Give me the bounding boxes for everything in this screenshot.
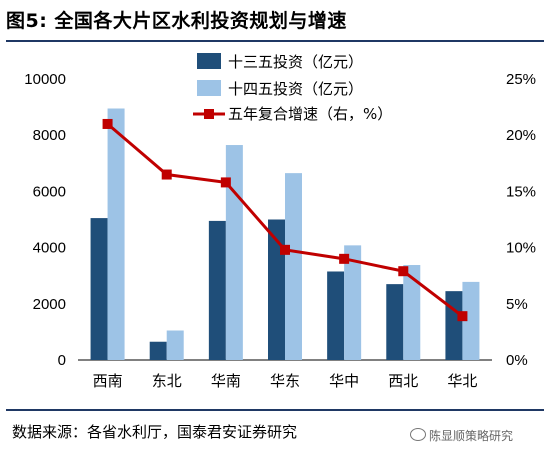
growth-marker-5 xyxy=(398,266,409,277)
y-left-tick-label: 4000 xyxy=(33,240,66,257)
y-right-tick-label: 20% xyxy=(506,127,536,144)
bar-shisanwu-5 xyxy=(386,284,404,360)
legend-label: 十三五投资（亿元） xyxy=(228,53,363,71)
x-category-label: 华东 xyxy=(270,372,300,390)
y-right-tick-label: 0% xyxy=(506,352,528,369)
y-left-tick-label: 0 xyxy=(58,352,66,369)
y-right-tick-label: 25% xyxy=(506,71,536,88)
bar-shisiwu-2 xyxy=(225,145,243,360)
bar-shisanwu-2 xyxy=(208,220,226,360)
legend-swatch-0 xyxy=(197,53,221,69)
x-category-label: 西南 xyxy=(93,372,123,390)
wechat-icon xyxy=(410,428,426,441)
legend-swatch-1 xyxy=(197,80,221,96)
y-right-ticks: 0% 5% 10% 15% 20% 25% xyxy=(506,71,536,369)
bar-shisanwu-1 xyxy=(149,341,167,360)
bar-shisiwu-0 xyxy=(107,108,125,360)
y-left-tick-label: 10000 xyxy=(24,71,66,88)
watermark: 陈显顺策略研究 xyxy=(410,427,513,444)
source-note: 数据来源：各省水利厅，国泰君安证券研究 xyxy=(12,423,298,441)
y-left-tick-label: 6000 xyxy=(33,183,66,200)
legend-label: 十四五投资（亿元） xyxy=(228,80,363,98)
x-category-label: 华中 xyxy=(329,372,359,390)
bar-shisiwu-1 xyxy=(166,330,184,360)
legend: 十三五投资（亿元） 十四五投资（亿元） 五年复合增速（右，%） xyxy=(193,53,392,123)
growth-line-group xyxy=(102,118,468,322)
y-right-tick-label: 5% xyxy=(506,296,528,313)
bar-shisiwu-4 xyxy=(344,245,362,360)
x-category-labels: 西南 东北 华南 华东 华中 西北 华北 xyxy=(93,372,478,390)
legend-marker-swatch xyxy=(204,109,214,119)
x-category-label: 西北 xyxy=(388,372,418,390)
growth-marker-1 xyxy=(161,169,172,180)
bar-shisanwu-6 xyxy=(445,291,463,360)
x-category-label: 东北 xyxy=(152,372,182,390)
x-category-label: 华北 xyxy=(447,372,477,390)
x-category-label: 华南 xyxy=(211,372,241,390)
growth-marker-4 xyxy=(339,253,350,264)
y-right-tick-label: 15% xyxy=(506,183,536,200)
watermark-text: 陈显顺策略研究 xyxy=(429,429,514,443)
bar-shisanwu-0 xyxy=(90,218,108,360)
bars-group xyxy=(90,108,480,360)
title-divider xyxy=(6,40,544,42)
y-left-ticks: 0 2000 4000 6000 8000 10000 xyxy=(24,71,66,369)
legend-label: 五年复合增速（右，%） xyxy=(228,105,392,123)
growth-marker-2 xyxy=(220,177,231,188)
bar-shisiwu-3 xyxy=(285,173,302,360)
y-left-tick-label: 8000 xyxy=(33,127,66,144)
bar-shisiwu-5 xyxy=(403,265,421,360)
bar-shisanwu-4 xyxy=(327,271,345,360)
y-right-tick-label: 10% xyxy=(506,240,536,257)
source-divider xyxy=(6,409,544,411)
y-left-tick-label: 2000 xyxy=(33,296,66,313)
growth-marker-6 xyxy=(457,311,468,322)
figure-title: 图5: 全国各大片区水利投资规划与增速 xyxy=(6,10,347,32)
growth-marker-3 xyxy=(280,244,290,255)
bar-shisiwu-6 xyxy=(462,281,480,360)
growth-marker-0 xyxy=(102,118,113,129)
